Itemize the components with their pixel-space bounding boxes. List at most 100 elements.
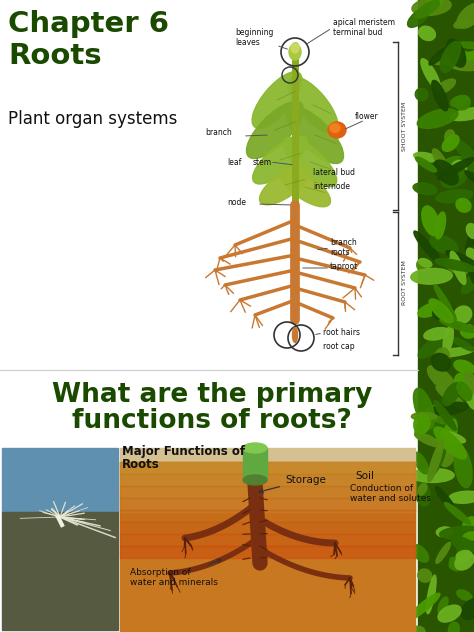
Ellipse shape — [434, 401, 456, 430]
Text: lateral bud: lateral bud — [313, 168, 355, 177]
Ellipse shape — [429, 47, 448, 65]
Ellipse shape — [415, 433, 442, 447]
Ellipse shape — [438, 419, 457, 461]
Ellipse shape — [411, 468, 454, 482]
Ellipse shape — [411, 413, 436, 420]
Ellipse shape — [428, 366, 456, 392]
Text: Chapter 6: Chapter 6 — [8, 10, 169, 38]
Text: root cap: root cap — [323, 342, 355, 351]
Ellipse shape — [411, 626, 425, 632]
Ellipse shape — [442, 157, 467, 171]
Ellipse shape — [414, 152, 438, 162]
Text: Storage: Storage — [259, 475, 326, 493]
Text: functions of roots?: functions of roots? — [72, 408, 352, 434]
Ellipse shape — [454, 360, 474, 374]
Ellipse shape — [457, 540, 474, 556]
Ellipse shape — [428, 407, 448, 424]
Ellipse shape — [460, 325, 474, 338]
Ellipse shape — [253, 136, 307, 184]
Text: Plant organ systems: Plant organ systems — [8, 110, 177, 128]
Text: ROOT SYSTEM: ROOT SYSTEM — [402, 260, 407, 305]
Ellipse shape — [441, 168, 467, 188]
Ellipse shape — [427, 0, 443, 4]
Ellipse shape — [452, 138, 474, 162]
Ellipse shape — [438, 597, 448, 614]
Ellipse shape — [438, 605, 461, 622]
Bar — [120, 498, 415, 510]
Text: root hairs: root hairs — [323, 328, 360, 337]
Ellipse shape — [246, 102, 303, 159]
Ellipse shape — [424, 327, 450, 340]
Ellipse shape — [414, 413, 430, 434]
Ellipse shape — [467, 253, 474, 284]
Ellipse shape — [418, 303, 441, 317]
Ellipse shape — [291, 43, 299, 53]
Text: Soil: Soil — [355, 471, 374, 481]
Ellipse shape — [436, 542, 450, 563]
Ellipse shape — [448, 52, 474, 71]
Ellipse shape — [449, 557, 465, 569]
Ellipse shape — [413, 183, 437, 195]
Ellipse shape — [288, 76, 338, 133]
Ellipse shape — [434, 348, 450, 371]
Ellipse shape — [456, 550, 472, 561]
Ellipse shape — [448, 623, 459, 632]
Bar — [120, 534, 415, 546]
Ellipse shape — [462, 274, 474, 294]
Ellipse shape — [465, 372, 474, 393]
Ellipse shape — [431, 449, 446, 475]
Bar — [120, 546, 415, 558]
Ellipse shape — [429, 299, 453, 323]
Ellipse shape — [457, 42, 474, 49]
Ellipse shape — [435, 79, 456, 94]
Ellipse shape — [465, 220, 474, 252]
Ellipse shape — [438, 157, 474, 179]
Ellipse shape — [436, 190, 473, 203]
Ellipse shape — [413, 452, 428, 474]
Ellipse shape — [457, 49, 474, 60]
Ellipse shape — [436, 487, 458, 516]
Ellipse shape — [434, 160, 458, 185]
Ellipse shape — [440, 526, 474, 539]
Text: leaf: leaf — [227, 158, 241, 167]
Ellipse shape — [454, 306, 472, 324]
Bar — [120, 474, 415, 486]
Bar — [120, 510, 415, 522]
Bar — [418, 0, 474, 632]
Text: Roots: Roots — [122, 458, 160, 471]
Ellipse shape — [443, 383, 460, 406]
Ellipse shape — [415, 88, 428, 100]
Ellipse shape — [419, 258, 432, 267]
Ellipse shape — [415, 404, 440, 436]
Ellipse shape — [435, 212, 446, 239]
Text: branch: branch — [205, 128, 232, 137]
Ellipse shape — [422, 206, 439, 236]
Ellipse shape — [433, 303, 454, 320]
Ellipse shape — [455, 552, 474, 570]
Text: stem: stem — [253, 158, 272, 167]
Ellipse shape — [443, 326, 453, 354]
Ellipse shape — [292, 327, 298, 343]
Ellipse shape — [463, 532, 474, 541]
Ellipse shape — [421, 59, 440, 90]
Ellipse shape — [466, 224, 474, 238]
Bar — [243, 448, 267, 480]
Ellipse shape — [445, 502, 470, 524]
Ellipse shape — [442, 135, 459, 151]
Ellipse shape — [440, 42, 461, 73]
Ellipse shape — [452, 537, 473, 550]
Bar — [120, 522, 415, 534]
Ellipse shape — [419, 26, 436, 40]
Ellipse shape — [417, 259, 429, 271]
Ellipse shape — [283, 137, 337, 186]
Text: taproot: taproot — [330, 262, 358, 271]
Ellipse shape — [436, 527, 453, 537]
Text: Roots: Roots — [8, 42, 101, 70]
Ellipse shape — [431, 353, 451, 371]
Text: apical meristem
terminal bud: apical meristem terminal bud — [333, 18, 395, 37]
Ellipse shape — [445, 130, 455, 142]
Ellipse shape — [243, 475, 267, 485]
Bar — [120, 448, 415, 463]
Ellipse shape — [465, 171, 474, 184]
Ellipse shape — [440, 319, 474, 332]
